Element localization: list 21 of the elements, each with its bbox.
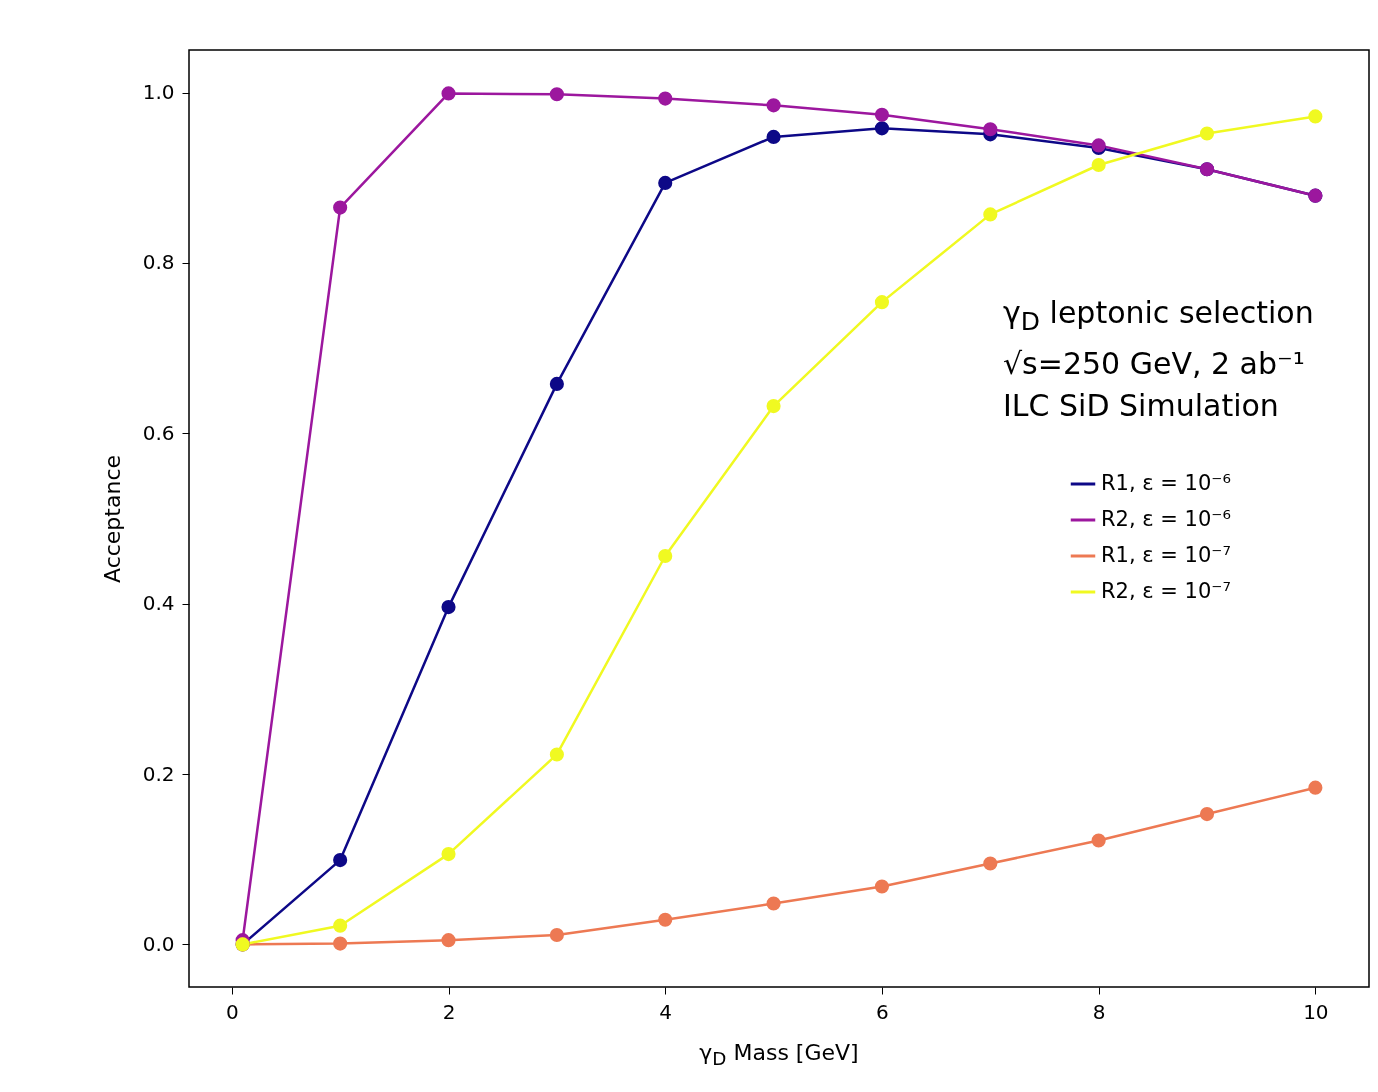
annotation: √s=250 GeV, 2 ab⁻¹ bbox=[1003, 345, 1306, 383]
legend-label: R1, ε = 10⁻⁶ bbox=[1101, 471, 1231, 495]
x-axis-title: γ$_{D}$ Mass [GeV] bbox=[698, 1040, 860, 1070]
y-tick-label: 0.4 bbox=[142, 591, 175, 616]
annotation: γ$_{D}$ leptonic selection bbox=[1003, 294, 1314, 338]
x-tick-label: 4 bbox=[659, 999, 673, 1024]
x-tick-label: 6 bbox=[876, 999, 889, 1024]
y-tick-label: 0.6 bbox=[142, 420, 175, 445]
annotation: ILC SiD Simulation bbox=[1003, 387, 1280, 425]
y-tick-label: 1.0 bbox=[142, 80, 175, 105]
legend-label: R2, ε = 10⁻⁷ bbox=[1101, 579, 1231, 603]
x-tick-label: 8 bbox=[1092, 999, 1106, 1024]
x-tick-label: 0 bbox=[225, 999, 239, 1024]
y-axis-title: Acceptance bbox=[99, 454, 125, 584]
x-tick-label: 2 bbox=[442, 999, 456, 1024]
x-tick-label: 10 bbox=[1303, 999, 1329, 1024]
legend-label: R1, ε = 10⁻⁷ bbox=[1101, 543, 1231, 567]
y-tick-label: 0.2 bbox=[142, 761, 175, 786]
legend-label: R2, ε = 10⁻⁶ bbox=[1101, 507, 1231, 531]
y-tick-label: 0.8 bbox=[142, 250, 175, 275]
y-tick-label: 0.0 bbox=[142, 931, 175, 956]
